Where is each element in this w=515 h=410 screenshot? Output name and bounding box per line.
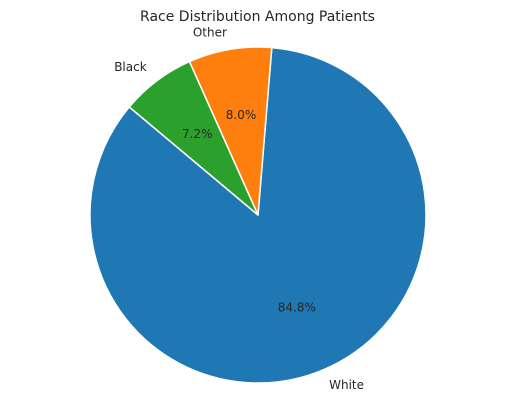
slice-label-white: White bbox=[329, 378, 364, 392]
slice-value-label-white: 84.8% bbox=[278, 301, 316, 315]
slice-value-label-black: 7.2% bbox=[182, 127, 213, 141]
chart-title: Race Distribution Among Patients bbox=[140, 9, 375, 25]
pie-slice-black bbox=[128, 60, 259, 216]
slice-label-other: Other bbox=[193, 25, 227, 39]
slice-value-label-other: 8.0% bbox=[226, 108, 257, 122]
slice-label-black: Black bbox=[114, 60, 147, 74]
